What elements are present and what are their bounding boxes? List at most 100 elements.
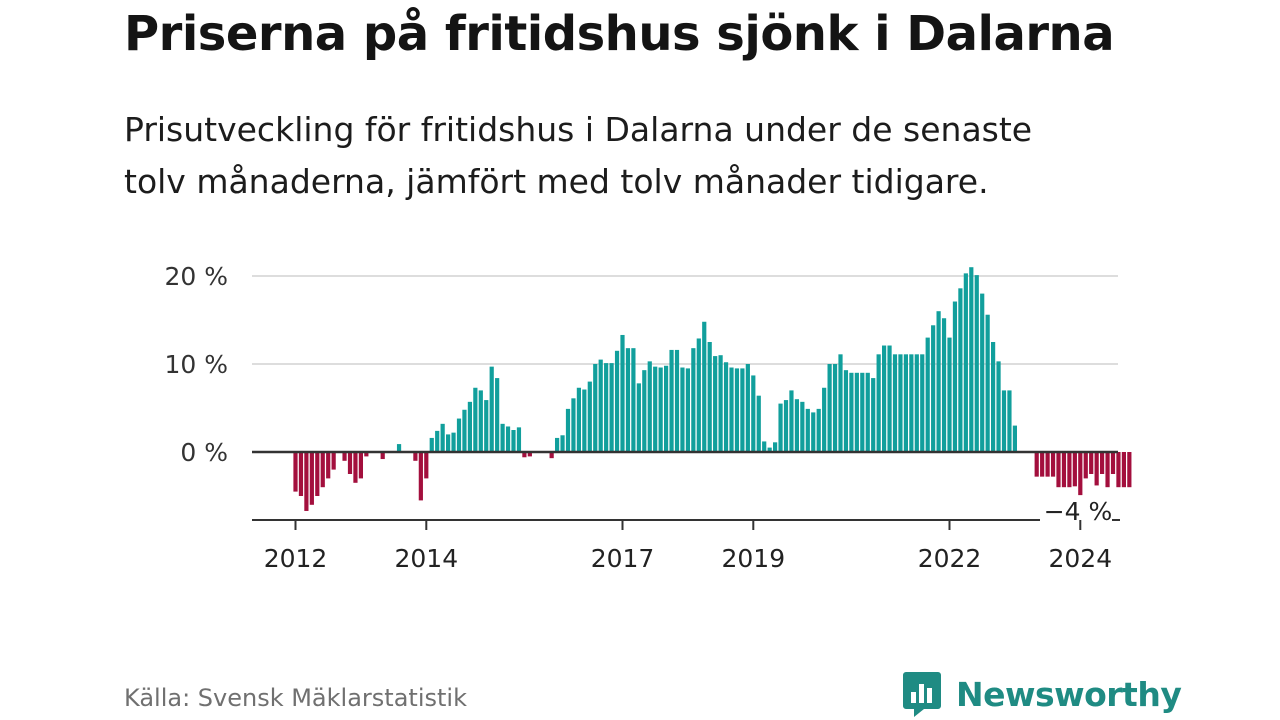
bar — [418, 452, 423, 501]
bar — [800, 401, 805, 452]
bar — [598, 359, 603, 452]
bar — [854, 372, 859, 452]
bar — [516, 427, 522, 452]
bar — [1100, 452, 1105, 474]
bar — [522, 452, 527, 458]
bar — [331, 452, 336, 470]
bar — [582, 389, 587, 452]
bar — [729, 367, 734, 452]
bar — [969, 267, 974, 452]
bar — [996, 361, 1001, 452]
bar — [587, 381, 592, 452]
bar-chart: 0 % 10 % 20 % 2012 2014 2017 2019 2022 2024 −4 % — [164, 262, 1132, 573]
bar — [511, 430, 516, 452]
bar — [1116, 452, 1121, 488]
bar — [653, 366, 658, 452]
bar — [756, 395, 761, 452]
bar — [947, 337, 952, 452]
source-note: Källa: Svensk Mäklarstatistik — [124, 684, 467, 712]
bar — [909, 354, 914, 452]
bar — [604, 363, 609, 452]
bar — [789, 390, 794, 452]
bar — [696, 338, 701, 452]
bar — [963, 273, 968, 452]
bar — [353, 452, 358, 483]
bar — [424, 452, 429, 479]
bar — [871, 378, 876, 452]
bar — [702, 321, 707, 452]
bar — [642, 370, 647, 452]
bar — [435, 430, 440, 452]
bar — [860, 372, 865, 452]
x-tick-label: 2019 — [721, 544, 785, 573]
bar — [887, 345, 892, 452]
bar — [358, 452, 363, 479]
bar — [985, 314, 990, 452]
bar — [1012, 425, 1017, 452]
bar — [811, 412, 816, 452]
bar — [707, 342, 712, 452]
bar — [1040, 452, 1045, 477]
bar — [364, 452, 369, 457]
bar — [342, 452, 347, 461]
bar — [762, 441, 767, 452]
bar — [576, 387, 581, 452]
bar — [560, 435, 565, 452]
bar — [1061, 452, 1067, 488]
bar — [1078, 452, 1083, 496]
y-tick-label: 0 % — [180, 438, 228, 467]
bar — [931, 325, 936, 452]
bar — [832, 364, 838, 452]
bar — [647, 361, 652, 452]
bar — [664, 365, 669, 452]
bar — [620, 334, 625, 452]
x-tick-label: 2017 — [591, 544, 655, 573]
chart-title: Priserna på fritidshus sjönk i Dalarna — [124, 6, 1115, 62]
bar — [865, 372, 870, 452]
bar — [794, 399, 799, 452]
bar — [920, 354, 925, 452]
bar — [1105, 452, 1110, 488]
bar — [1034, 452, 1039, 477]
bar — [882, 345, 887, 452]
bar — [1045, 452, 1050, 477]
bar — [674, 349, 680, 452]
bar — [1056, 452, 1061, 488]
bar — [636, 383, 641, 452]
bar — [843, 370, 849, 452]
bar — [304, 452, 309, 511]
x-tick-label: 2012 — [264, 544, 328, 573]
bar — [380, 452, 385, 460]
bar — [309, 452, 314, 505]
bar — [1127, 452, 1132, 488]
bar — [816, 408, 821, 452]
bar — [773, 442, 778, 452]
bar — [609, 363, 614, 452]
bar — [1083, 452, 1088, 479]
x-tick-label: 2014 — [394, 544, 458, 573]
bar — [914, 354, 919, 452]
bar — [783, 400, 789, 452]
bar — [1072, 452, 1077, 487]
bar — [396, 444, 402, 452]
bar — [892, 354, 898, 452]
x-tick-label: 2024 — [1048, 544, 1112, 573]
bar — [571, 398, 576, 452]
bar — [495, 378, 500, 452]
bar — [1067, 452, 1072, 488]
bar — [669, 349, 674, 452]
bar — [936, 311, 941, 452]
bar — [680, 367, 685, 452]
bar — [326, 452, 331, 479]
bar — [898, 354, 903, 452]
bar — [293, 452, 298, 492]
bar — [980, 293, 985, 452]
bar — [467, 401, 472, 452]
bar — [1121, 452, 1126, 488]
bar — [745, 364, 750, 452]
brand-name: Newsworthy — [956, 674, 1182, 714]
bar — [822, 387, 827, 452]
bar — [827, 364, 832, 452]
bar — [925, 337, 930, 452]
bar — [876, 354, 881, 452]
